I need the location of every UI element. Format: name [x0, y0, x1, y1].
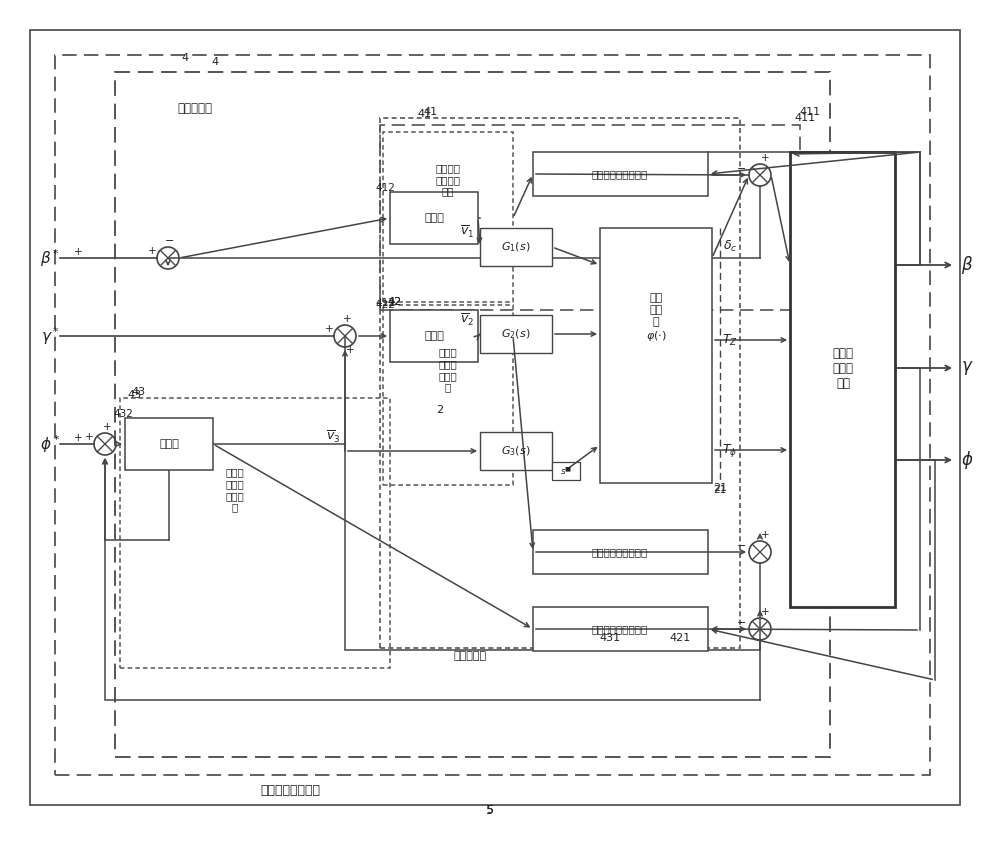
- Text: +: +: [325, 324, 333, 334]
- Bar: [600, 228, 712, 483]
- Text: 调节器: 调节器: [424, 213, 444, 223]
- Text: 调节器: 调节器: [424, 331, 444, 341]
- Text: 调节器: 调节器: [159, 439, 179, 449]
- Bar: [383, 305, 513, 485]
- Text: $\gamma$: $\gamma$: [961, 359, 973, 377]
- Text: $T_\phi$: $T_\phi$: [722, 442, 738, 458]
- Bar: [115, 72, 830, 757]
- Text: 广义逆系统: 广义逆系统: [453, 651, 487, 661]
- Bar: [390, 310, 478, 362]
- Text: 广义逆内模控制器: 广义逆内模控制器: [260, 784, 320, 796]
- Text: 2: 2: [436, 405, 444, 415]
- Text: 42: 42: [388, 297, 402, 307]
- Text: 412: 412: [375, 298, 395, 308]
- Text: +: +: [103, 422, 111, 432]
- Text: −: −: [165, 236, 175, 246]
- Text: 质心侧偏角内部模型: 质心侧偏角内部模型: [592, 169, 648, 179]
- Text: $s^{\!\blacksquare}$: $s^{\!\blacksquare}$: [560, 465, 572, 477]
- Text: 非线
性映
射
$\varphi(\cdot)$: 非线 性映 射 $\varphi(\cdot)$: [646, 294, 666, 342]
- Bar: [55, 55, 930, 775]
- Text: $\beta$: $\beta$: [961, 254, 973, 276]
- Bar: [790, 152, 895, 607]
- Text: $\gamma^*$: $\gamma^*$: [41, 325, 59, 346]
- Bar: [533, 152, 708, 196]
- Text: $\delta_c$: $\delta_c$: [723, 239, 737, 253]
- Bar: [480, 432, 552, 470]
- Text: 431: 431: [599, 633, 621, 643]
- Text: +: +: [761, 530, 769, 540]
- Text: 横摆角速度内部模型: 横摆角速度内部模型: [592, 547, 648, 557]
- Bar: [383, 132, 513, 302]
- Text: 41: 41: [418, 109, 432, 119]
- Text: 411: 411: [794, 113, 816, 123]
- Text: 43: 43: [131, 387, 145, 397]
- Text: $G_3(s)$: $G_3(s)$: [501, 444, 531, 458]
- Text: +: +: [74, 247, 82, 257]
- Text: −: −: [737, 618, 747, 628]
- Text: +: +: [85, 432, 93, 442]
- Bar: [380, 118, 740, 648]
- Text: 5: 5: [486, 805, 494, 815]
- Text: 42: 42: [388, 297, 402, 307]
- Text: 车身侧
倾角内
模控制
器: 车身侧 倾角内 模控制 器: [226, 468, 244, 512]
- Text: $\overline{v}_3$: $\overline{v}_3$: [326, 429, 340, 445]
- Text: −: −: [737, 541, 747, 551]
- Text: $\overline{v}_1$: $\overline{v}_1$: [460, 224, 474, 240]
- Text: +: +: [148, 246, 156, 256]
- Text: 421: 421: [669, 633, 691, 643]
- Bar: [480, 315, 552, 353]
- Text: +: +: [74, 433, 82, 443]
- Text: 车身侧倾角内部模型: 车身侧倾角内部模型: [592, 624, 648, 634]
- Bar: [480, 228, 552, 266]
- Text: $G_2(s)$: $G_2(s)$: [501, 327, 531, 341]
- Text: $G_1(s)$: $G_1(s)$: [501, 241, 531, 254]
- Text: +: +: [761, 153, 769, 163]
- Text: 41: 41: [423, 107, 437, 117]
- Text: 43: 43: [128, 390, 142, 400]
- Text: 5: 5: [486, 803, 494, 817]
- Text: 21: 21: [713, 485, 727, 495]
- Bar: [120, 398, 390, 668]
- Bar: [125, 418, 213, 470]
- Text: 422: 422: [375, 300, 395, 310]
- Bar: [390, 192, 478, 244]
- Text: +: +: [346, 345, 354, 355]
- Bar: [552, 462, 580, 480]
- Text: 21: 21: [713, 483, 727, 493]
- Text: +: +: [343, 314, 351, 324]
- Text: $\phi$: $\phi$: [961, 449, 973, 471]
- Text: −: −: [737, 164, 747, 174]
- Bar: [533, 530, 708, 574]
- Text: 汽车底
盘集成
系统: 汽车底 盘集成 系统: [832, 346, 854, 389]
- Text: 432: 432: [113, 409, 133, 419]
- Text: $\phi^*$: $\phi^*$: [40, 433, 60, 455]
- Text: 横摆角
速度内
模控制
器: 横摆角 速度内 模控制 器: [439, 347, 457, 393]
- Text: $T_Z$: $T_Z$: [722, 332, 738, 347]
- Text: 质心侧偏
角内模控
制器: 质心侧偏 角内模控 制器: [436, 163, 460, 197]
- Text: 411: 411: [799, 107, 821, 117]
- Text: 内模控制器: 内模控制器: [178, 102, 212, 114]
- Text: 4: 4: [211, 57, 219, 67]
- Text: 412: 412: [375, 183, 395, 193]
- Bar: [380, 125, 800, 310]
- Text: 4: 4: [181, 53, 189, 63]
- Text: $\beta^*$: $\beta^*$: [40, 247, 60, 269]
- Text: $\overline{v}_2$: $\overline{v}_2$: [460, 312, 474, 328]
- Bar: [533, 607, 708, 651]
- Text: +: +: [761, 607, 769, 617]
